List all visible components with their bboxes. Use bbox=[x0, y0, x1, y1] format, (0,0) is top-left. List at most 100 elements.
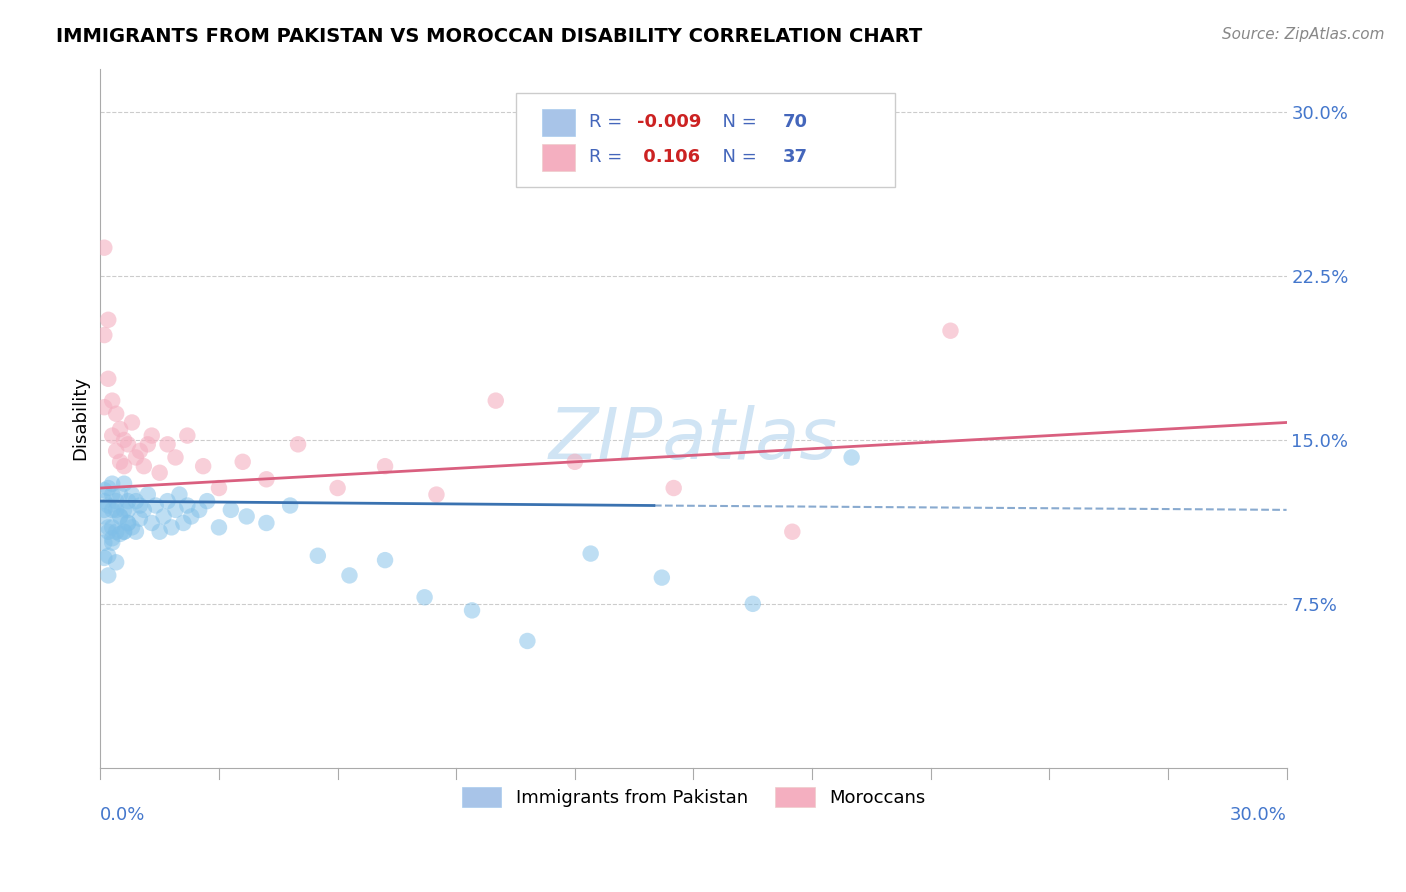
Point bbox=[165, 450, 187, 465]
Point bbox=[413, 591, 436, 605]
Point bbox=[93, 241, 115, 255]
Point bbox=[374, 553, 396, 567]
Point bbox=[287, 437, 309, 451]
Point bbox=[741, 597, 763, 611]
Point bbox=[188, 503, 211, 517]
Point bbox=[136, 487, 159, 501]
Point bbox=[108, 527, 131, 541]
Point bbox=[125, 494, 148, 508]
Point bbox=[117, 494, 139, 508]
Text: R =: R = bbox=[589, 113, 628, 131]
Point bbox=[105, 524, 128, 539]
Point bbox=[101, 487, 124, 501]
Point bbox=[165, 503, 187, 517]
Point bbox=[112, 433, 135, 447]
Point bbox=[108, 509, 131, 524]
Point bbox=[254, 516, 277, 530]
Text: R =: R = bbox=[589, 148, 628, 166]
Point bbox=[97, 524, 120, 539]
Point bbox=[93, 400, 115, 414]
Bar bbox=[541, 109, 575, 136]
Point bbox=[841, 450, 863, 465]
Point bbox=[160, 520, 183, 534]
Legend: Immigrants from Pakistan, Moroccans: Immigrants from Pakistan, Moroccans bbox=[454, 780, 932, 814]
Text: 30.0%: 30.0% bbox=[1230, 806, 1286, 824]
Point bbox=[105, 503, 128, 517]
Point bbox=[93, 503, 115, 517]
Point bbox=[208, 520, 231, 534]
Point bbox=[136, 437, 159, 451]
Point bbox=[112, 476, 135, 491]
Point bbox=[564, 455, 586, 469]
Point bbox=[105, 443, 128, 458]
Point bbox=[149, 466, 172, 480]
Point bbox=[278, 499, 301, 513]
Text: 0.0%: 0.0% bbox=[100, 806, 146, 824]
Point bbox=[128, 499, 150, 513]
Point bbox=[97, 313, 120, 327]
Point bbox=[208, 481, 231, 495]
Point bbox=[651, 571, 673, 585]
Point bbox=[156, 437, 179, 451]
Point bbox=[195, 494, 218, 508]
Point bbox=[93, 509, 115, 524]
Point bbox=[105, 407, 128, 421]
Point bbox=[235, 509, 257, 524]
Point bbox=[101, 520, 124, 534]
Point bbox=[93, 535, 115, 549]
Point bbox=[112, 524, 135, 539]
Point bbox=[117, 437, 139, 451]
Text: -0.009: -0.009 bbox=[637, 113, 702, 131]
Point bbox=[108, 509, 131, 524]
Point bbox=[121, 487, 143, 501]
Point bbox=[125, 450, 148, 465]
Text: 0.106: 0.106 bbox=[637, 148, 700, 166]
Point bbox=[169, 487, 191, 501]
Point bbox=[326, 481, 349, 495]
Point bbox=[108, 455, 131, 469]
Point bbox=[101, 535, 124, 549]
Bar bbox=[541, 144, 575, 170]
Point bbox=[97, 520, 120, 534]
Text: N =: N = bbox=[711, 148, 763, 166]
Point bbox=[176, 428, 198, 442]
Point bbox=[117, 516, 139, 530]
Point bbox=[117, 516, 139, 530]
Point bbox=[662, 481, 685, 495]
Point bbox=[156, 494, 179, 508]
Text: 37: 37 bbox=[782, 148, 807, 166]
Point bbox=[579, 547, 602, 561]
Point bbox=[108, 422, 131, 436]
Point bbox=[176, 499, 198, 513]
Point bbox=[112, 503, 135, 517]
Point bbox=[782, 524, 804, 539]
Point bbox=[112, 524, 135, 539]
Point bbox=[101, 393, 124, 408]
Point bbox=[97, 568, 120, 582]
Point bbox=[108, 487, 131, 501]
Point bbox=[121, 520, 143, 534]
Point bbox=[152, 509, 174, 524]
Point bbox=[105, 494, 128, 508]
Point bbox=[939, 324, 962, 338]
FancyBboxPatch shape bbox=[516, 93, 896, 187]
Point bbox=[516, 634, 538, 648]
Y-axis label: Disability: Disability bbox=[72, 376, 89, 460]
Point bbox=[125, 524, 148, 539]
Point bbox=[374, 459, 396, 474]
Point bbox=[93, 494, 115, 508]
Point bbox=[219, 503, 242, 517]
Point bbox=[172, 516, 194, 530]
Point bbox=[149, 524, 172, 539]
Text: Source: ZipAtlas.com: Source: ZipAtlas.com bbox=[1222, 27, 1385, 42]
Point bbox=[97, 549, 120, 563]
Point bbox=[93, 328, 115, 343]
Point bbox=[425, 487, 447, 501]
Point bbox=[128, 511, 150, 525]
Point bbox=[180, 509, 202, 524]
Text: 70: 70 bbox=[782, 113, 807, 131]
Point bbox=[105, 555, 128, 569]
Point bbox=[117, 503, 139, 517]
Point bbox=[121, 416, 143, 430]
Point bbox=[97, 499, 120, 513]
